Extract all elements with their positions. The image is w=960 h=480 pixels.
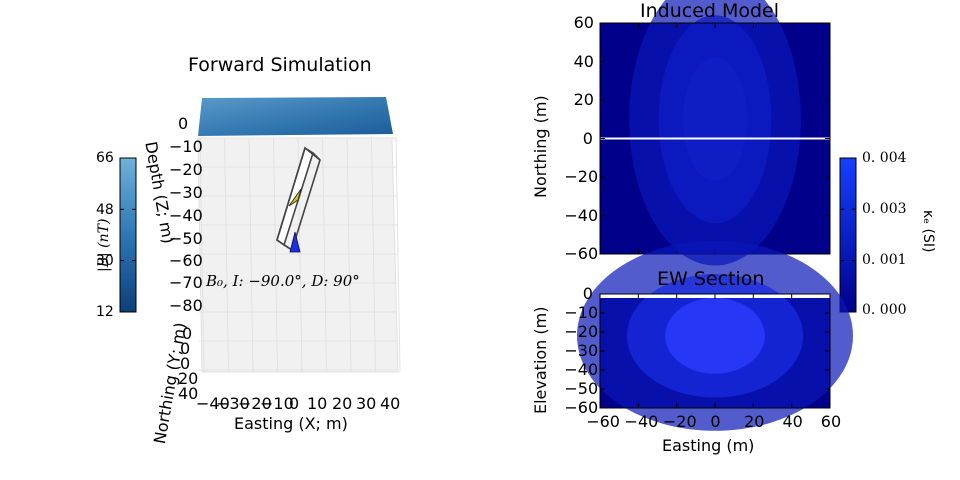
easting-tick: 30 bbox=[356, 394, 377, 413]
forward-simulation-title: Forward Simulation bbox=[188, 54, 372, 76]
depth-tick: −70 bbox=[169, 273, 203, 292]
grid-line bbox=[371, 137, 376, 373]
northing-tick: 0 bbox=[180, 339, 191, 358]
ew-section-xtick: 0 bbox=[710, 412, 721, 431]
induced-model-ytick: −40 bbox=[564, 205, 599, 225]
cb-right-tick: 0. 000 bbox=[862, 302, 907, 318]
induced-model-heatmap bbox=[599, 0, 831, 266]
easting-tick: 40 bbox=[380, 394, 401, 413]
ew-section-ytick: 0 bbox=[582, 284, 593, 303]
magnetic-data-surface bbox=[198, 97, 393, 136]
cb-left-tick: 30 bbox=[96, 253, 114, 269]
depth-tick: 0 bbox=[178, 114, 189, 133]
induced-model-ytick: −20 bbox=[564, 167, 599, 186]
cb-right-tick: 0. 004 bbox=[862, 150, 907, 166]
field-annotation: B₀, I: −90.0°, D: 90° bbox=[206, 272, 360, 290]
ew-section-ytick: −40 bbox=[564, 360, 599, 379]
induced-model-ytick: 0 bbox=[582, 128, 593, 148]
induced-model-ytick: −60 bbox=[564, 244, 599, 263]
ew-section-ylabel: Elevation (m) bbox=[531, 306, 550, 414]
cb-right-tick: 0. 001 bbox=[862, 252, 907, 268]
grid-line bbox=[224, 137, 229, 373]
ew-section-xtick: −40 bbox=[624, 412, 659, 431]
cb-left-tick: 48 bbox=[96, 202, 114, 218]
depth-tick: −40 bbox=[169, 206, 203, 225]
induced-model-title: Induced Model bbox=[640, 0, 780, 22]
field-direction-marker bbox=[288, 188, 302, 207]
susceptibility-colorbar-label: κₑ (SI) bbox=[920, 210, 936, 253]
induced-model-ylabel: Northing (m) bbox=[531, 95, 550, 198]
induced-model-ytick: 60 bbox=[573, 13, 594, 32]
susceptibility-colorbar bbox=[839, 157, 857, 313]
grid-line bbox=[346, 137, 352, 373]
easting-tick: −10 bbox=[260, 394, 294, 413]
cb-left-tick: 66 bbox=[96, 150, 114, 166]
ew-section-xlabel: Easting (m) bbox=[662, 436, 755, 455]
ew-section-title: EW Section bbox=[657, 268, 765, 290]
ew-section-ytick: −20 bbox=[564, 322, 599, 341]
easting-tick: −30 bbox=[216, 394, 250, 413]
depth-tick: −50 bbox=[169, 229, 203, 248]
ew-section-xtick: 60 bbox=[820, 412, 842, 431]
depth-tick: −20 bbox=[169, 160, 203, 179]
3d-grid-box bbox=[197, 137, 401, 373]
inducing-field-arrow-icon bbox=[289, 231, 301, 253]
magnitude-colorbar bbox=[119, 157, 137, 313]
ew-section-ytick: −30 bbox=[564, 341, 599, 360]
depth-tick: −60 bbox=[169, 251, 203, 270]
grid-line bbox=[248, 137, 254, 373]
cb-right-tick: 0. 003 bbox=[862, 201, 907, 217]
grid-line bbox=[322, 137, 327, 373]
ew-section-heatmap bbox=[577, 240, 853, 431]
easting-axis-label: Easting (X; m) bbox=[234, 414, 348, 433]
northing-tick: 40 bbox=[178, 384, 199, 403]
ew-section-xtick: −60 bbox=[586, 412, 620, 431]
easting-tick: 10 bbox=[307, 394, 328, 413]
ew-section-xtick: 20 bbox=[744, 412, 765, 431]
induced-model-ytick: 40 bbox=[573, 51, 594, 71]
grid-line bbox=[199, 137, 205, 373]
ew-section-ytick: −10 bbox=[564, 303, 599, 322]
northing-tick: 0 bbox=[182, 324, 193, 343]
depth-tick: −30 bbox=[169, 183, 203, 202]
ew-section-xtick: 40 bbox=[782, 412, 803, 431]
northing-tick: 0 bbox=[180, 354, 191, 373]
cb-left-tick: 12 bbox=[96, 304, 114, 320]
easting-tick: 0 bbox=[289, 394, 300, 413]
easting-tick: 20 bbox=[332, 394, 353, 413]
northing-tick: 20 bbox=[178, 369, 199, 388]
induced-model-ytick: 20 bbox=[573, 90, 594, 109]
depth-tick: −10 bbox=[169, 137, 203, 156]
grid-line bbox=[273, 137, 278, 373]
ew-section-xtick: −20 bbox=[662, 412, 697, 431]
ew-section-ytick: −50 bbox=[564, 379, 599, 398]
grid-line bbox=[395, 137, 401, 373]
easting-tick: −20 bbox=[238, 394, 272, 413]
easting-tick: −40 bbox=[196, 394, 230, 413]
ew-section-ytick: −60 bbox=[564, 398, 599, 417]
depth-tick: −80 bbox=[169, 296, 203, 315]
